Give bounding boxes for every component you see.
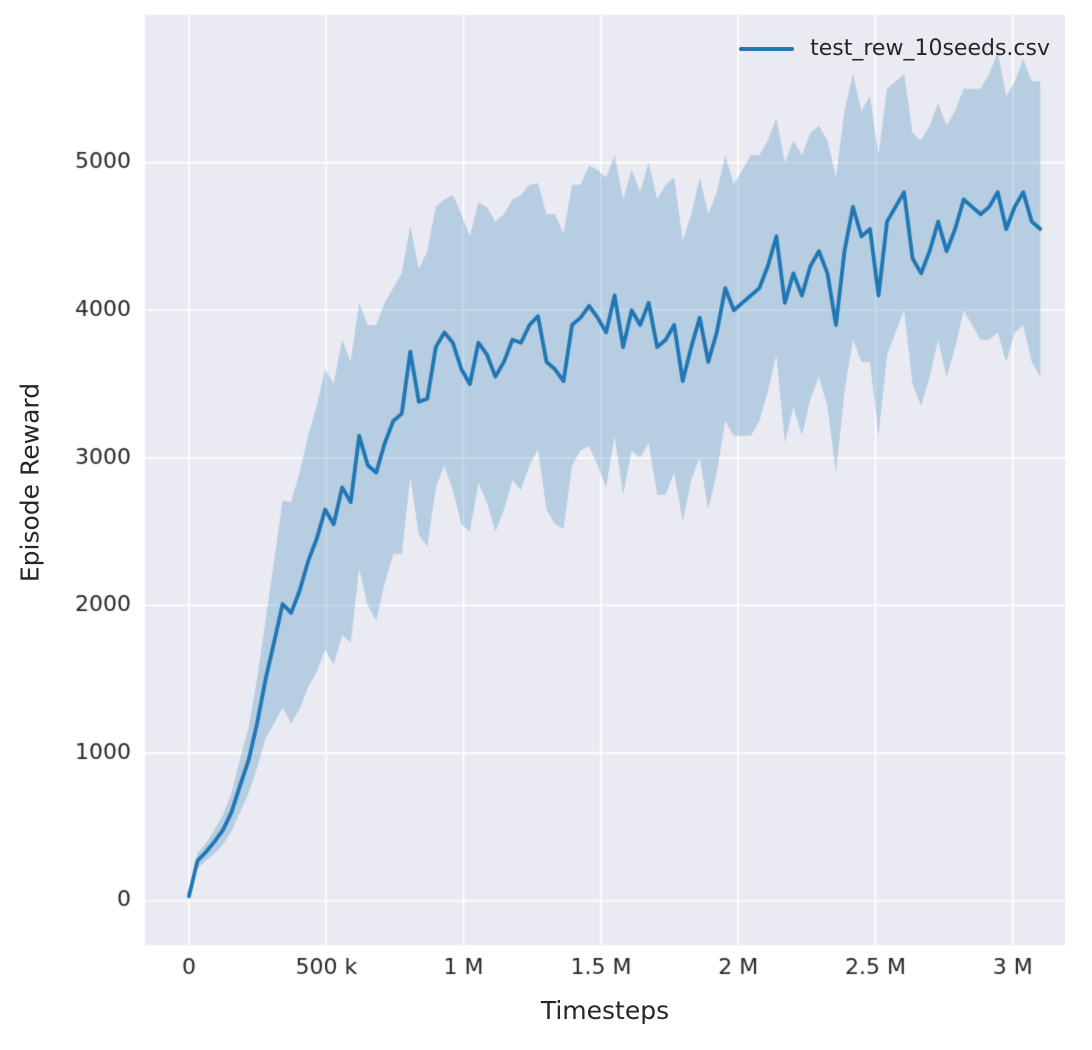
x-axis-label: Timesteps <box>540 996 670 1025</box>
legend: test_rew_10seeds.csv <box>739 36 1050 61</box>
y-axis-label: Episode Reward <box>15 382 45 583</box>
legend-label: test_rew_10seeds.csv <box>810 36 1050 61</box>
legend-line-swatch <box>739 46 795 51</box>
